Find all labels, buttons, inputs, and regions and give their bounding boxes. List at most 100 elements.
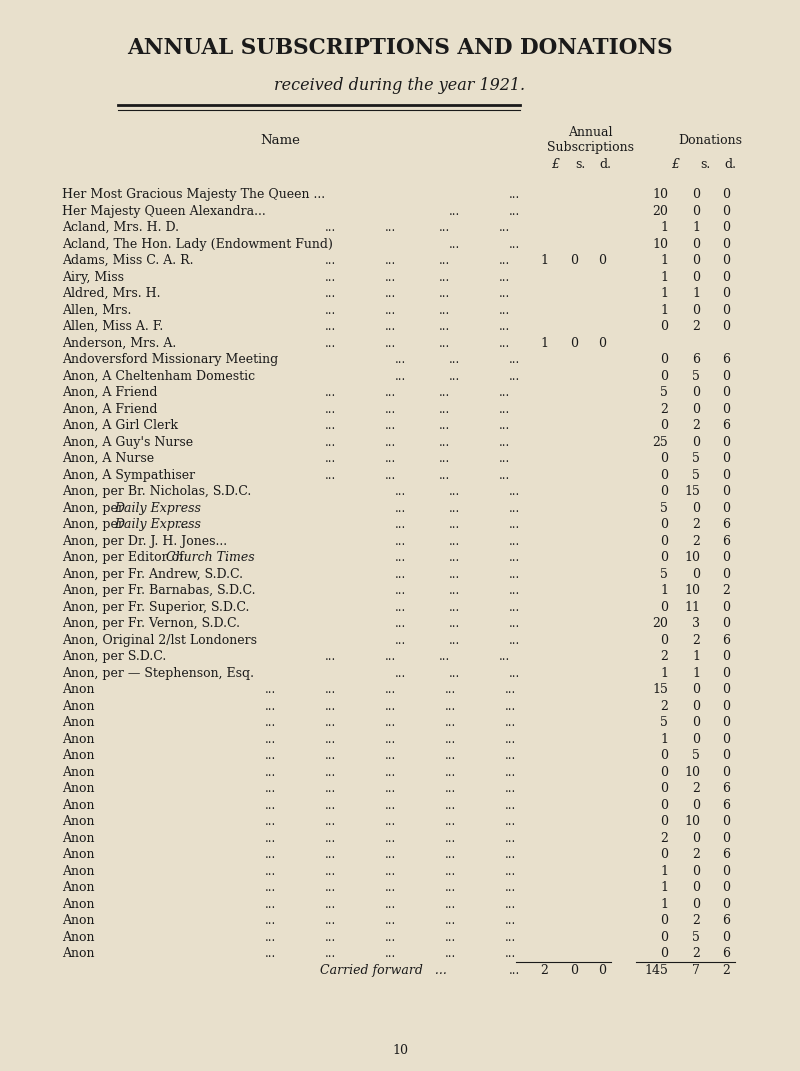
Text: ...: ... bbox=[450, 369, 461, 382]
Text: s.: s. bbox=[575, 159, 585, 171]
Text: 0: 0 bbox=[660, 848, 668, 861]
Text: ...: ... bbox=[499, 336, 510, 349]
Text: 0: 0 bbox=[722, 436, 730, 449]
Text: ...: ... bbox=[510, 534, 521, 547]
Text: ...: ... bbox=[450, 568, 461, 580]
Text: 0: 0 bbox=[660, 931, 668, 944]
Text: ...: ... bbox=[450, 552, 461, 564]
Text: ...: ... bbox=[504, 716, 516, 729]
Text: 1: 1 bbox=[660, 733, 668, 745]
Text: ...: ... bbox=[394, 518, 406, 531]
Text: ...: ... bbox=[384, 881, 396, 894]
Text: Anon, Original 2/lst Londoners: Anon, Original 2/lst Londoners bbox=[62, 634, 257, 647]
Text: ...: ... bbox=[504, 733, 516, 745]
Text: ...: ... bbox=[510, 238, 521, 251]
Text: Anon: Anon bbox=[62, 915, 94, 927]
Text: 0: 0 bbox=[722, 666, 730, 680]
Text: ...: ... bbox=[499, 419, 510, 432]
Text: ANNUAL SUBSCRIPTIONS AND DONATIONS: ANNUAL SUBSCRIPTIONS AND DONATIONS bbox=[127, 37, 673, 59]
Text: 0: 0 bbox=[692, 716, 700, 729]
Text: ...: ... bbox=[439, 287, 450, 300]
Text: Anderson, Mrs. A.: Anderson, Mrs. A. bbox=[62, 336, 176, 349]
Text: ...: ... bbox=[510, 568, 521, 580]
Text: ...: ... bbox=[384, 403, 396, 416]
Text: ...: ... bbox=[444, 897, 456, 910]
Text: ...: ... bbox=[510, 584, 521, 598]
Text: 0: 0 bbox=[722, 387, 730, 399]
Text: 1: 1 bbox=[660, 897, 668, 910]
Text: 0: 0 bbox=[660, 947, 668, 960]
Text: 2: 2 bbox=[692, 915, 700, 927]
Text: 25: 25 bbox=[652, 436, 668, 449]
Text: Acland, Mrs. H. D.: Acland, Mrs. H. D. bbox=[62, 221, 179, 235]
Text: ...: ... bbox=[394, 601, 406, 614]
Text: 1: 1 bbox=[692, 221, 700, 235]
Text: ...: ... bbox=[504, 915, 516, 927]
Text: ...: ... bbox=[384, 303, 396, 317]
Text: ...: ... bbox=[384, 271, 396, 284]
Text: ...: ... bbox=[324, 452, 336, 465]
Text: 1: 1 bbox=[540, 336, 548, 349]
Text: Name: Name bbox=[260, 134, 300, 147]
Text: ...: ... bbox=[264, 864, 276, 877]
Text: ...: ... bbox=[439, 403, 450, 416]
Text: Anon: Anon bbox=[62, 749, 94, 763]
Text: 0: 0 bbox=[722, 238, 730, 251]
Text: 0: 0 bbox=[722, 271, 730, 284]
Text: 0: 0 bbox=[660, 766, 668, 779]
Text: Her Majesty Queen Alexandra...: Her Majesty Queen Alexandra... bbox=[62, 205, 266, 217]
Text: Anon: Anon bbox=[62, 799, 94, 812]
Text: ...: ... bbox=[324, 766, 336, 779]
Text: ...: ... bbox=[324, 387, 336, 399]
Text: 2: 2 bbox=[692, 782, 700, 795]
Text: £: £ bbox=[551, 159, 559, 171]
Text: ...: ... bbox=[510, 601, 521, 614]
Text: ...: ... bbox=[264, 831, 276, 845]
Text: ...: ... bbox=[450, 617, 461, 630]
Text: 1: 1 bbox=[660, 864, 668, 877]
Text: d.: d. bbox=[724, 159, 736, 171]
Text: ...: ... bbox=[510, 369, 521, 382]
Text: ...: ... bbox=[324, 469, 336, 482]
Text: ...: ... bbox=[444, 815, 456, 828]
Text: 0: 0 bbox=[722, 699, 730, 712]
Text: ...: ... bbox=[450, 584, 461, 598]
Text: 6: 6 bbox=[722, 782, 730, 795]
Text: ...: ... bbox=[439, 221, 450, 235]
Text: 20: 20 bbox=[652, 205, 668, 217]
Text: s.: s. bbox=[700, 159, 710, 171]
Text: Anon, A Cheltenham Domestic: Anon, A Cheltenham Domestic bbox=[62, 369, 255, 382]
Text: 10: 10 bbox=[652, 188, 668, 201]
Text: 0: 0 bbox=[722, 369, 730, 382]
Text: 0: 0 bbox=[660, 915, 668, 927]
Text: Aldred, Mrs. H.: Aldred, Mrs. H. bbox=[62, 287, 161, 300]
Text: ...: ... bbox=[264, 848, 276, 861]
Text: ...: ... bbox=[444, 931, 456, 944]
Text: 15: 15 bbox=[684, 485, 700, 498]
Text: 145: 145 bbox=[644, 964, 668, 977]
Text: Anon, per Dr. J. H. Jones...: Anon, per Dr. J. H. Jones... bbox=[62, 534, 227, 547]
Text: 0: 0 bbox=[692, 799, 700, 812]
Text: Anon, A Girl Clerk: Anon, A Girl Clerk bbox=[62, 419, 178, 432]
Text: 0: 0 bbox=[692, 254, 700, 267]
Text: ...: ... bbox=[499, 287, 510, 300]
Text: 0: 0 bbox=[722, 303, 730, 317]
Text: 0: 0 bbox=[660, 369, 668, 382]
Text: ...: ... bbox=[504, 782, 516, 795]
Text: ...: ... bbox=[510, 518, 521, 531]
Text: ...: ... bbox=[324, 897, 336, 910]
Text: 6: 6 bbox=[692, 353, 700, 366]
Text: ...: ... bbox=[504, 897, 516, 910]
Text: Anon, per Fr. Andrew, S.D.C.: Anon, per Fr. Andrew, S.D.C. bbox=[62, 568, 243, 580]
Text: ...: ... bbox=[264, 815, 276, 828]
Text: 0: 0 bbox=[692, 436, 700, 449]
Text: ...: ... bbox=[450, 205, 461, 217]
Text: ...: ... bbox=[510, 188, 521, 201]
Text: ...: ... bbox=[384, 387, 396, 399]
Text: ...: ... bbox=[510, 617, 521, 630]
Text: Anon: Anon bbox=[62, 864, 94, 877]
Text: ...: ... bbox=[324, 815, 336, 828]
Text: ...: ... bbox=[384, 897, 396, 910]
Text: 11: 11 bbox=[684, 601, 700, 614]
Text: Anon: Anon bbox=[62, 782, 94, 795]
